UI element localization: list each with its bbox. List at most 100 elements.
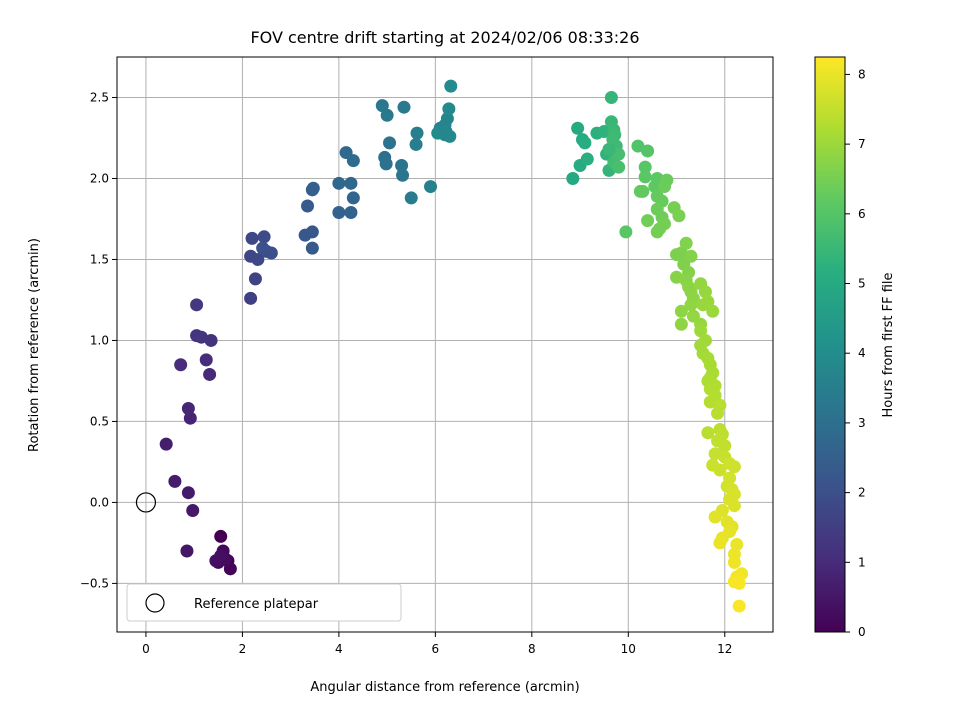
data-point	[694, 324, 708, 338]
data-point	[730, 538, 744, 552]
data-point	[732, 599, 746, 613]
data-point	[713, 536, 727, 550]
data-point	[648, 180, 662, 194]
data-points	[159, 79, 749, 613]
colorbar-tick-label: 5	[858, 277, 866, 291]
data-point	[186, 504, 200, 518]
data-point	[612, 160, 626, 174]
data-point	[209, 554, 223, 568]
data-point	[698, 285, 712, 299]
data-point	[256, 241, 270, 255]
data-point	[174, 358, 188, 372]
data-point	[713, 463, 727, 477]
legend: Reference platepar	[126, 583, 402, 622]
data-point	[701, 295, 715, 309]
data-point	[727, 460, 741, 474]
data-point	[251, 252, 265, 266]
data-point	[181, 486, 195, 500]
data-point	[190, 298, 204, 312]
data-point	[346, 191, 360, 205]
data-point	[672, 209, 686, 223]
x-tick-label: 4	[335, 642, 343, 656]
data-point	[631, 139, 645, 153]
y-tick-label: 2.0	[90, 171, 109, 185]
colorbar	[814, 56, 846, 633]
x-axis-label: Angular distance from reference (arcmin)	[310, 680, 579, 695]
data-point	[612, 147, 626, 161]
data-point	[571, 121, 585, 135]
data-point	[727, 555, 741, 569]
y-axis-label: Rotation from reference (arcmin)	[27, 238, 42, 452]
grid-lines	[117, 57, 773, 632]
data-point	[638, 160, 652, 174]
data-point	[706, 304, 720, 318]
data-point	[657, 180, 671, 194]
data-point	[674, 317, 688, 331]
legend-box	[126, 583, 402, 622]
data-point	[684, 249, 698, 263]
data-point	[578, 136, 592, 150]
data-point	[181, 401, 195, 415]
data-point	[633, 184, 647, 198]
data-point	[602, 142, 616, 156]
data-point	[245, 231, 259, 245]
data-point	[180, 544, 194, 558]
data-point	[383, 136, 397, 150]
data-point	[698, 333, 712, 347]
data-point	[301, 199, 315, 213]
data-point	[619, 225, 633, 239]
x-tick-label: 8	[528, 642, 536, 656]
x-tick-label: 0	[142, 642, 150, 656]
data-point	[566, 171, 580, 185]
colorbar-ticks: 0 1 2 3 4 5 6 7 8	[845, 67, 866, 639]
data-point	[306, 181, 320, 195]
data-point	[223, 562, 237, 576]
data-point	[397, 100, 411, 114]
data-point	[344, 176, 358, 190]
y-tick-label: 1.5	[90, 252, 109, 266]
data-point	[257, 230, 271, 244]
y-tick-label: −0.5	[80, 576, 109, 590]
y-tick-label: 0.5	[90, 414, 109, 428]
colorbar-tick-label: 6	[858, 207, 866, 221]
chart-title: FOV centre drift starting at 2024/02/06 …	[250, 28, 639, 47]
data-point	[332, 205, 346, 219]
colorbar-tick-label: 1	[858, 555, 866, 569]
data-point	[168, 474, 182, 488]
data-point	[159, 437, 173, 451]
data-point	[183, 411, 197, 425]
y-tick-label: 1.0	[90, 333, 109, 347]
data-point	[199, 353, 213, 367]
data-point	[346, 154, 360, 168]
data-point	[444, 79, 458, 93]
data-point	[396, 168, 410, 182]
data-point	[701, 426, 715, 440]
legend-marker-reference	[145, 593, 165, 613]
data-point	[439, 125, 453, 139]
data-point	[679, 236, 693, 250]
data-point	[395, 159, 409, 173]
y-axis-ticks: −0.5 0.0 0.5 1.0 1.5 2.0 2.5	[80, 90, 117, 590]
data-point	[380, 108, 394, 122]
data-point	[684, 298, 698, 312]
data-point	[203, 367, 217, 381]
data-point	[718, 439, 732, 453]
data-point	[214, 529, 228, 543]
data-point	[409, 137, 423, 151]
data-point	[305, 241, 319, 255]
colorbar-tick-label: 2	[858, 486, 866, 500]
x-tick-label: 6	[432, 642, 440, 656]
data-point	[410, 126, 424, 140]
data-point	[580, 152, 594, 166]
data-point	[375, 99, 389, 113]
colorbar-tick-label: 0	[858, 625, 866, 639]
data-point	[379, 157, 393, 171]
plot-frame	[116, 56, 774, 633]
colorbar-tick-label: 8	[858, 67, 866, 81]
x-axis-ticks: 0 2 4 6 8 10 12	[142, 632, 732, 656]
colorbar-label: Hours from first FF file	[881, 272, 896, 417]
x-tick-label: 12	[717, 642, 732, 656]
y-tick-label: 2.5	[90, 90, 109, 104]
colorbar-tick-label: 7	[858, 137, 866, 151]
data-point	[641, 144, 655, 158]
